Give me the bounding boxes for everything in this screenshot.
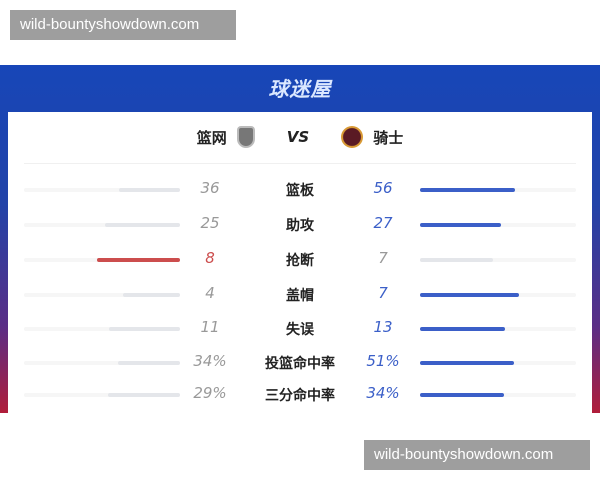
stat-row: 34% 投篮命中率 51%: [8, 347, 592, 377]
vs-label: VS: [286, 128, 310, 146]
watermark: wild-bountyshowdown.com: [10, 10, 236, 40]
away-bar-fill: [420, 361, 514, 365]
away-value: 7: [378, 249, 388, 267]
stats-banner: 球迷屋 篮网 VS 骑士 36 篮板 56 25 助攻 27 8 抢断 7 4 …: [0, 65, 600, 413]
away-team-name: 骑士: [373, 128, 404, 147]
matchup-header: 篮网 VS 骑士: [8, 126, 592, 148]
home-team-name: 篮网: [196, 128, 227, 147]
home-bar-track: [24, 223, 180, 227]
nets-logo-icon: [236, 126, 255, 148]
away-bar-track: [420, 361, 576, 365]
stat-label: 盖帽: [286, 288, 314, 304]
home-value: 29%: [193, 384, 227, 402]
away-bar-fill: [420, 327, 505, 331]
stat-label: 投篮命中率: [265, 356, 335, 372]
away-bar-fill: [420, 258, 493, 262]
away-bar-track: [420, 327, 576, 331]
home-value: 4: [205, 284, 215, 302]
watermark: wild-bountyshowdown.com: [364, 440, 590, 470]
away-bar-track: [420, 293, 576, 297]
stat-row: 36 篮板 56: [8, 174, 592, 204]
away-bar-track: [420, 258, 576, 262]
home-bar-track: [24, 327, 180, 331]
stat-label: 抢断: [286, 253, 314, 269]
home-bar-fill: [117, 361, 180, 365]
home-bar-fill: [108, 393, 180, 397]
home-value: 34%: [193, 352, 227, 370]
home-bar-fill: [108, 327, 180, 331]
home-value: 11: [200, 318, 220, 336]
home-bar-track: [24, 188, 180, 192]
stat-label: 失误: [286, 322, 314, 338]
home-value: 8: [205, 249, 215, 267]
site-logo: 球迷屋: [268, 77, 332, 101]
stat-row: 29% 三分命中率 34%: [8, 379, 592, 409]
away-bar-track: [420, 393, 576, 397]
away-value: 27: [373, 214, 393, 232]
stat-label: 篮板: [286, 183, 314, 199]
stat-row: 11 失误 13: [8, 313, 592, 343]
away-bar-fill: [420, 223, 501, 227]
away-bar-track: [420, 223, 576, 227]
home-value: 25: [200, 214, 220, 232]
home-bar-track: [24, 293, 180, 297]
home-value: 36: [200, 179, 220, 197]
away-bar-track: [420, 188, 576, 192]
home-bar-track: [24, 361, 180, 365]
away-value: 51%: [366, 352, 400, 370]
away-value: 34%: [366, 384, 400, 402]
away-bar-fill: [420, 393, 505, 397]
stat-label: 三分命中率: [265, 388, 335, 404]
home-bar-fill: [96, 258, 180, 262]
away-bar-fill: [420, 188, 515, 192]
away-value: 13: [373, 318, 393, 336]
home-bar-track: [24, 393, 180, 397]
stats-card: 篮网 VS 骑士 36 篮板 56 25 助攻 27 8 抢断 7 4 盖帽 7…: [8, 112, 592, 413]
home-bar-fill: [118, 188, 180, 192]
stat-label: 助攻: [286, 218, 314, 234]
cavaliers-logo-icon: [341, 126, 364, 148]
divider: [24, 163, 576, 164]
stat-row: 25 助攻 27: [8, 209, 592, 239]
stat-row: 8 抢断 7: [8, 244, 592, 274]
away-value: 56: [373, 179, 393, 197]
home-bar-fill: [105, 223, 180, 227]
home-bar-fill: [123, 293, 180, 297]
away-bar-fill: [420, 293, 520, 297]
stat-row: 4 盖帽 7: [8, 279, 592, 309]
home-bar-track: [24, 258, 180, 262]
away-value: 7: [378, 284, 388, 302]
